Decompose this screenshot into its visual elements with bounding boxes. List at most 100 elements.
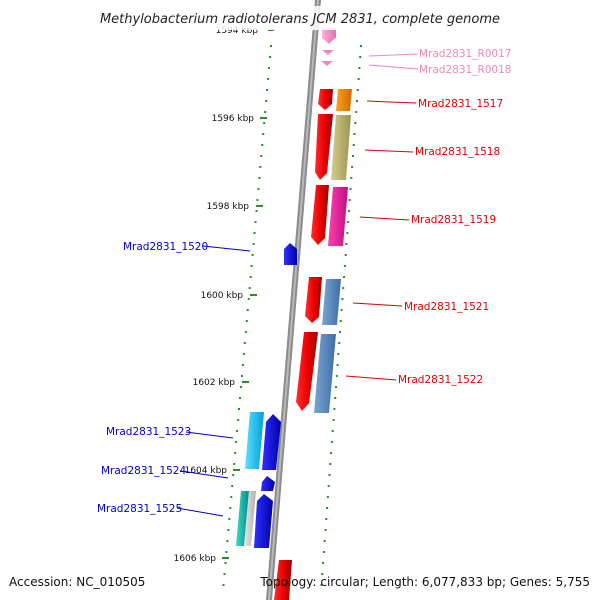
track-dot [324,529,327,531]
kbp-label: 1602 kbp [193,378,236,388]
track-dot [346,232,349,234]
gene-labels[interactable]: Mrad2831_R0017 Mrad2831_R0018 Mrad2831_1… [97,48,511,515]
rna-arrow-small[interactable] [321,61,333,66]
gene-1517-arrow[interactable] [318,89,333,110]
track-dot [325,518,328,520]
kbp-label: 1594 kbp [216,26,259,36]
track-dot [231,485,234,487]
track-dot [347,210,350,212]
track-dot [252,243,255,245]
track-dot [352,144,355,146]
track-dot [332,419,335,421]
track-dot [228,518,231,520]
track-dot [326,507,329,509]
track-dot [330,441,333,443]
track-dot [259,166,262,168]
kbp-label: 1598 kbp [207,202,250,212]
track-dot [359,56,362,58]
gene-label-1519[interactable]: Mrad2831_1519 [411,214,496,226]
track-dot [338,342,341,344]
kbp-tick-mark [242,381,249,383]
track-dot [343,265,346,267]
category-block-teal[interactable] [236,491,249,546]
track-dot [321,573,324,575]
track-dot [222,584,225,586]
track-dot [254,221,257,223]
track-dot [247,298,250,300]
track-dot [241,364,244,366]
gene-1525-arrow[interactable] [254,494,273,548]
kbp-tick-mark [222,557,229,559]
rna-arrow-small[interactable] [322,50,334,55]
track-dot [239,397,241,399]
track-dot [245,320,248,322]
track-dot [267,78,270,80]
track-dot [263,122,266,124]
category-block-magenta[interactable] [328,187,348,246]
gene-label-rna-1[interactable]: Mrad2831_R0017 [419,48,511,60]
category-block-steel[interactable] [322,279,341,325]
category-block-orange[interactable] [336,89,352,111]
gene-label-1518[interactable]: Mrad2831_1518 [415,146,500,158]
track-dot [339,331,341,333]
track-dot [237,419,240,421]
gene-label-rna-2[interactable]: Mrad2831_R0018 [419,64,511,76]
track-dot [232,474,235,476]
track-dot [344,254,347,256]
track-dot [256,199,259,201]
gene-1518-arrow[interactable] [315,114,333,180]
track-dot [226,540,229,542]
gene-label-1524[interactable]: Mrad2831_1524 [101,465,186,477]
track-dot [322,551,325,553]
gene-1521-arrow[interactable] [305,277,322,323]
track-dot [251,254,254,256]
category-blocks-left[interactable] [236,412,264,546]
track-dot [261,144,264,146]
kbp-tick-mark [260,117,267,119]
track-dot [328,474,331,476]
track-dot [334,397,337,399]
track-dot [355,111,358,113]
track-dot [357,78,360,80]
accession-text: Accession: NC_010505 [9,575,145,589]
gene-label-1520[interactable]: Mrad2831_1520 [123,241,208,253]
category-block-steel[interactable] [314,334,336,413]
forward-genes[interactable] [274,89,333,600]
track-dot [258,177,261,179]
gene-label-1522[interactable]: Mrad2831_1522 [398,374,483,386]
track-dot [250,265,253,267]
reverse-genes[interactable] [254,243,297,548]
category-blocks[interactable] [314,89,352,413]
category-block-olive[interactable] [331,115,351,180]
gene-label-1517[interactable]: Mrad2831_1517 [418,98,503,110]
track-dot [234,452,237,454]
track-dot [345,243,348,245]
track-dot [262,133,265,135]
map-title: Methylobacterium radiotolerans JCM 2831,… [100,12,500,27]
gene-label-1523[interactable]: Mrad2831_1523 [106,426,191,438]
track-dot [238,408,240,410]
category-block-cyan[interactable] [245,412,264,469]
kbp-label: 1600 kbp [201,291,244,301]
track-dot [342,287,345,289]
rna-block[interactable] [322,28,336,38]
gene-1520-arrow[interactable] [284,243,297,265]
gene-label-1521[interactable]: Mrad2831_1521 [404,301,489,313]
kbp-tick-mark [233,469,240,471]
kbp-label: 1604 kbp [185,466,228,476]
rna-features[interactable] [321,28,336,66]
kbp-label: 1606 kbp [174,554,217,564]
gene-1522-arrow[interactable] [296,332,318,411]
gene-1524-arrow[interactable] [261,476,275,491]
track-dot [320,584,323,586]
track-dot [323,540,326,542]
track-dot [333,408,336,410]
track-dot [337,353,340,355]
category-block-grey[interactable] [244,491,256,546]
gene-partial-arrow[interactable] [274,560,292,600]
gene-1523-arrow[interactable] [262,414,281,470]
track-dot [233,463,236,465]
gene-1519-arrow[interactable] [311,185,329,245]
track-dot [339,320,342,322]
gene-label-1525[interactable]: Mrad2831_1525 [97,503,182,515]
